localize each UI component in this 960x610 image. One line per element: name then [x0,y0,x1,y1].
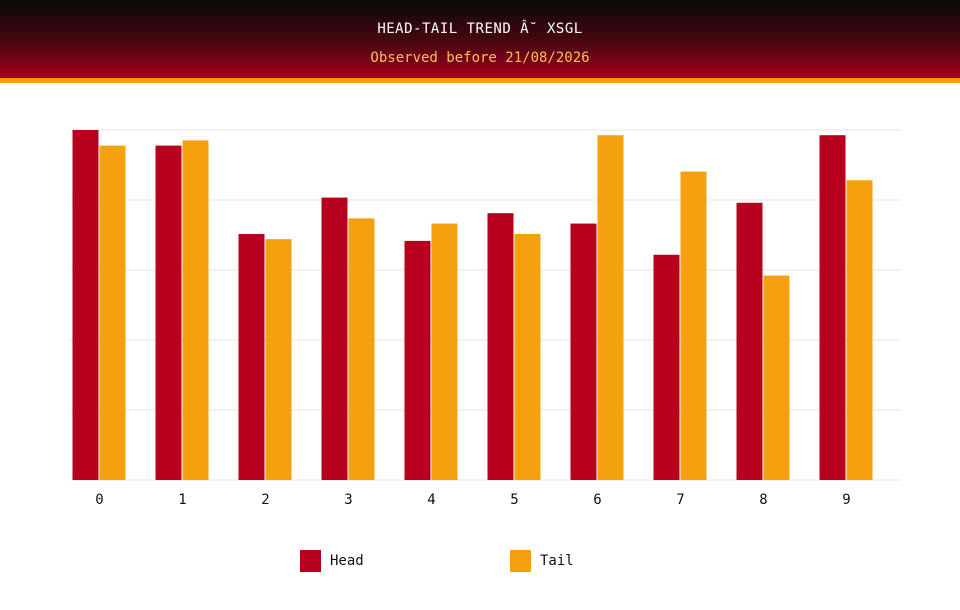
x-tick-label-8: 8 [759,492,767,508]
header-band [0,0,960,78]
bar-head-8 [736,202,763,480]
bar-head-6 [570,223,597,480]
x-tick-labels: 0 1 2 3 4 5 6 7 8 9 [95,492,850,508]
bar-tail-3 [348,218,375,480]
bar-head-2 [238,233,265,480]
bar-tail-2 [265,239,292,480]
bar-tail-6 [597,135,624,481]
bar-tail-7 [680,171,707,480]
x-tick-label-7: 7 [676,492,684,508]
x-tick-label-2: 2 [261,492,269,508]
bar-tail-5 [514,233,541,480]
x-tick-label-9: 9 [842,492,850,508]
header-accent-stripe [0,78,960,83]
chart-title: HEAD-TAIL TREND Â˘ XSGL [377,21,583,37]
legend-swatch-tail [510,550,531,572]
chart-subtitle: Observed before 21/08/2026 [370,50,590,66]
legend-swatch-head [300,550,321,572]
bar-head-7 [653,254,680,480]
bar-tail-8 [763,275,790,480]
x-tick-label-0: 0 [95,492,103,508]
bar-tail-4 [431,223,458,480]
x-tick-label-1: 1 [178,492,186,508]
x-tick-label-3: 3 [344,492,352,508]
legend-label-tail: Tail [540,553,574,569]
bars [72,130,873,481]
bar-tail-0 [99,145,126,480]
x-tick-label-5: 5 [510,492,518,508]
bar-head-3 [321,197,348,480]
x-tick-label-4: 4 [427,492,435,508]
bar-head-4 [404,240,431,480]
bar-head-0 [72,130,99,480]
legend-label-head: Head [330,553,364,569]
bar-head-9 [819,135,846,481]
bar-tail-1 [182,140,209,480]
bar-head-1 [155,145,182,480]
bar-head-5 [487,213,514,480]
x-tick-label-6: 6 [593,492,601,508]
bar-tail-9 [846,180,873,480]
